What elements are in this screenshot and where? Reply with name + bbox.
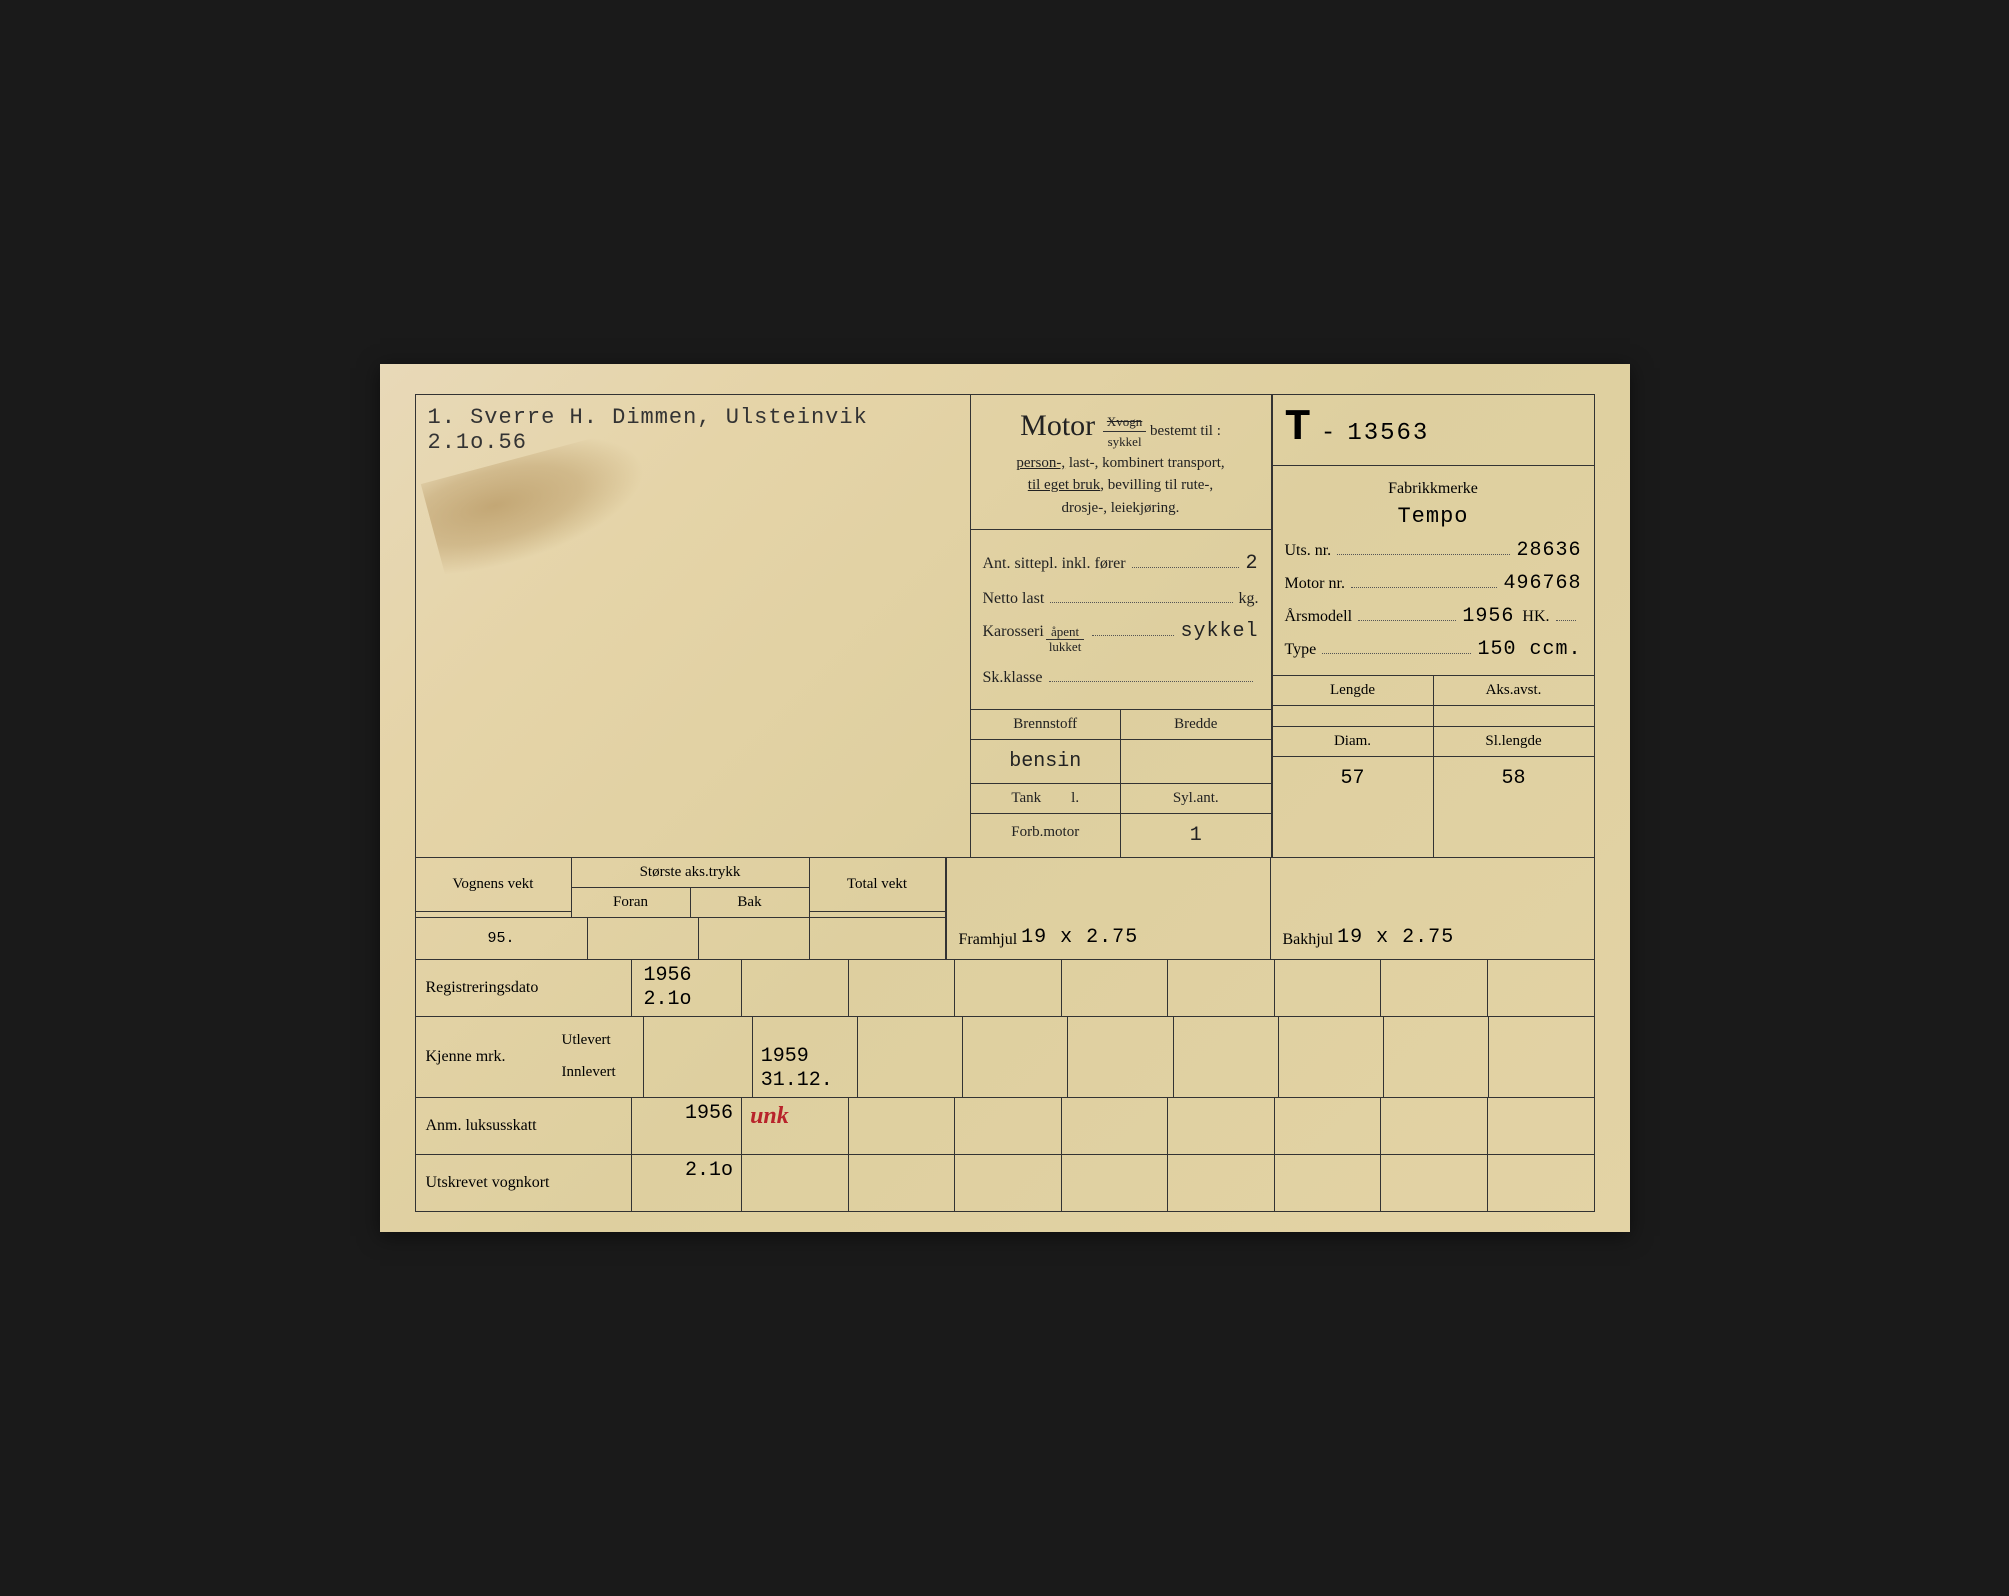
- fabrikk-value: Tempo: [1285, 504, 1582, 529]
- utskrevet-cell: 2.1o: [631, 1155, 742, 1211]
- anm-red-cell: unk: [741, 1098, 848, 1154]
- type-row: Type 150 ccm.: [1285, 638, 1582, 661]
- dims-val-1r: [1273, 706, 1594, 727]
- seats-row: Ant. sittepl. inkl. fører 2: [983, 552, 1259, 575]
- motor-header: Motor Xvogn sykkel bestemt til : person-…: [971, 395, 1271, 530]
- registration-card: 1. Sverre H. Dimmen, Ulsteinvik 2.1o.56 …: [380, 364, 1630, 1231]
- weight-table: Vognens vekt Største aks.trykk Foran Bak…: [416, 858, 946, 959]
- owner-box: 1. Sverre H. Dimmen, Ulsteinvik 2.1o.56: [416, 395, 970, 856]
- motor-body: Ant. sittepl. inkl. fører 2 Netto last k…: [971, 530, 1271, 708]
- kjenne-sub: Utlevert Innlevert: [556, 1017, 643, 1097]
- registration-column: T - 13563 Fabrikkmerke Tempo Uts. nr. 28…: [1272, 395, 1594, 856]
- regdato-row: Registreringsdato 1956 2.1o: [416, 960, 1594, 1017]
- dims-head-1r: Lengde Aks.avst.: [1273, 676, 1594, 706]
- dims-val-2r: 57 58: [1273, 757, 1594, 856]
- karosseri-row: Karosseri åpent lukket sykkel: [983, 620, 1259, 655]
- card-border: 1. Sverre H. Dimmen, Ulsteinvik 2.1o.56 …: [415, 394, 1595, 1211]
- motor-vehicle-type: Xvogn sykkel: [1103, 412, 1146, 452]
- regdato-cell: 1956 2.1o: [631, 960, 742, 1016]
- kjenne-row: Kjenne mrk. Utlevert Innlevert 1959 31.1…: [416, 1017, 1594, 1098]
- anm-row: Anm. luksusskatt 1956 unk: [416, 1098, 1594, 1155]
- dims-head-2: Tank l. Syl.ant.: [971, 784, 1271, 814]
- anm-cell-1: 1956: [631, 1098, 742, 1154]
- dims-val-1: bensin: [971, 740, 1271, 784]
- motor-column: Motor Xvogn sykkel bestemt til : person-…: [970, 395, 1272, 856]
- dims-val-2: Forb.motor 1: [971, 814, 1271, 857]
- plate-number: T - 13563: [1285, 403, 1582, 453]
- wheels: Framhjul 19 x 2.75 Bakhjul 19 x 2.75: [946, 858, 1594, 959]
- front-wheel: Framhjul 19 x 2.75: [947, 858, 1270, 959]
- innlevert-cell: 1959 31.12.: [752, 1017, 857, 1097]
- dims-head-1: Brennstoff Bredde: [971, 709, 1271, 740]
- top-section: 1. Sverre H. Dimmen, Ulsteinvik 2.1o.56 …: [416, 395, 1594, 857]
- rear-wheel: Bakhjul 19 x 2.75: [1270, 858, 1594, 959]
- motor-title: Motor: [1020, 409, 1095, 442]
- weight-wheels-row: Vognens vekt Største aks.trykk Foran Bak…: [416, 858, 1594, 960]
- netto-row: Netto last kg.: [983, 587, 1259, 607]
- motornr-row: Motor nr. 496768: [1285, 572, 1582, 595]
- utskrevet-row: Utskrevet vognkort 2.1o: [416, 1155, 1594, 1211]
- utsnr-row: Uts. nr. 28636: [1285, 539, 1582, 562]
- skklasse-row: Sk.klasse: [983, 666, 1259, 686]
- fabrikk-label: Fabrikkmerke: [1285, 480, 1582, 498]
- owner-line: 1. Sverre H. Dimmen, Ulsteinvik 2.1o.56: [428, 405, 958, 455]
- dims-head-2r: Diam. Sl.lengde: [1273, 727, 1594, 757]
- aarsmodell-row: Årsmodell 1956 HK.: [1285, 605, 1582, 628]
